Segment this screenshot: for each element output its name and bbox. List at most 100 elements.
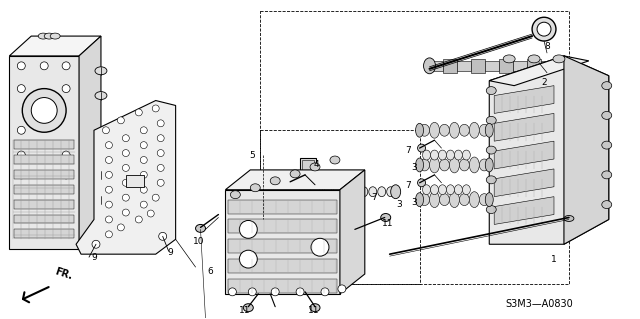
Circle shape [248, 288, 256, 296]
Ellipse shape [415, 158, 424, 172]
Polygon shape [340, 170, 365, 294]
Polygon shape [228, 259, 337, 273]
Ellipse shape [479, 159, 489, 171]
Circle shape [17, 171, 26, 179]
Text: 8: 8 [544, 42, 550, 51]
Circle shape [140, 142, 147, 149]
Ellipse shape [462, 185, 470, 195]
Ellipse shape [38, 33, 48, 39]
Polygon shape [494, 197, 554, 225]
Polygon shape [228, 219, 337, 234]
Circle shape [157, 179, 164, 186]
Ellipse shape [486, 205, 496, 213]
Ellipse shape [429, 122, 440, 138]
Polygon shape [494, 141, 554, 169]
Polygon shape [10, 36, 101, 56]
Ellipse shape [454, 150, 462, 160]
Polygon shape [14, 140, 74, 149]
Polygon shape [10, 56, 79, 249]
Ellipse shape [602, 171, 612, 179]
Ellipse shape [440, 124, 449, 136]
Ellipse shape [95, 92, 107, 100]
Text: 4: 4 [313, 160, 319, 169]
Ellipse shape [424, 58, 435, 74]
Ellipse shape [324, 187, 332, 197]
Polygon shape [429, 61, 444, 71]
Circle shape [157, 165, 164, 171]
Ellipse shape [390, 185, 401, 199]
Ellipse shape [422, 185, 431, 195]
Ellipse shape [360, 187, 368, 197]
Ellipse shape [95, 196, 107, 204]
Polygon shape [541, 61, 555, 71]
Ellipse shape [290, 170, 300, 178]
Text: 5: 5 [250, 151, 255, 160]
Ellipse shape [285, 179, 295, 187]
Text: 11: 11 [308, 306, 320, 315]
Ellipse shape [415, 123, 424, 137]
Ellipse shape [438, 185, 447, 195]
Circle shape [140, 157, 147, 163]
Circle shape [228, 288, 236, 296]
Ellipse shape [420, 124, 429, 136]
Circle shape [31, 98, 57, 123]
Circle shape [102, 127, 109, 134]
Circle shape [17, 85, 26, 93]
Ellipse shape [440, 159, 449, 171]
Circle shape [117, 117, 124, 124]
Ellipse shape [342, 187, 350, 197]
Circle shape [338, 285, 346, 293]
Circle shape [296, 288, 304, 296]
Text: 10: 10 [193, 237, 204, 246]
Circle shape [106, 231, 113, 238]
Ellipse shape [250, 184, 260, 192]
Text: 9: 9 [91, 253, 97, 262]
Circle shape [106, 201, 113, 208]
Ellipse shape [95, 67, 107, 75]
Circle shape [62, 85, 70, 93]
Ellipse shape [447, 185, 454, 195]
Ellipse shape [243, 304, 253, 312]
Polygon shape [228, 200, 337, 213]
Text: 7: 7 [404, 181, 410, 190]
Polygon shape [444, 59, 458, 73]
Polygon shape [14, 185, 74, 194]
Text: FR.: FR. [53, 267, 74, 282]
Polygon shape [494, 169, 554, 197]
Ellipse shape [387, 187, 395, 197]
Circle shape [537, 22, 551, 36]
Circle shape [122, 150, 129, 157]
Polygon shape [555, 59, 569, 73]
Polygon shape [458, 61, 471, 71]
Ellipse shape [460, 194, 469, 205]
Ellipse shape [449, 157, 460, 173]
Ellipse shape [479, 124, 489, 136]
Circle shape [122, 135, 129, 142]
Ellipse shape [503, 55, 515, 63]
Circle shape [62, 171, 70, 179]
Polygon shape [14, 200, 74, 209]
Ellipse shape [460, 124, 469, 136]
Ellipse shape [310, 163, 320, 171]
Polygon shape [513, 61, 527, 71]
Circle shape [62, 62, 70, 70]
Circle shape [106, 142, 113, 149]
Circle shape [122, 194, 129, 201]
Circle shape [106, 216, 113, 223]
Ellipse shape [417, 144, 426, 152]
Circle shape [152, 194, 159, 201]
Polygon shape [14, 214, 74, 223]
Ellipse shape [438, 150, 447, 160]
Circle shape [122, 179, 129, 186]
Ellipse shape [469, 192, 479, 208]
Ellipse shape [429, 157, 440, 173]
Circle shape [122, 209, 129, 216]
Polygon shape [499, 59, 513, 73]
Text: 11: 11 [239, 306, 250, 315]
Ellipse shape [563, 58, 575, 74]
Ellipse shape [602, 82, 612, 90]
Ellipse shape [528, 55, 540, 63]
Text: 3: 3 [412, 198, 417, 207]
Ellipse shape [460, 159, 469, 171]
Ellipse shape [486, 116, 496, 124]
